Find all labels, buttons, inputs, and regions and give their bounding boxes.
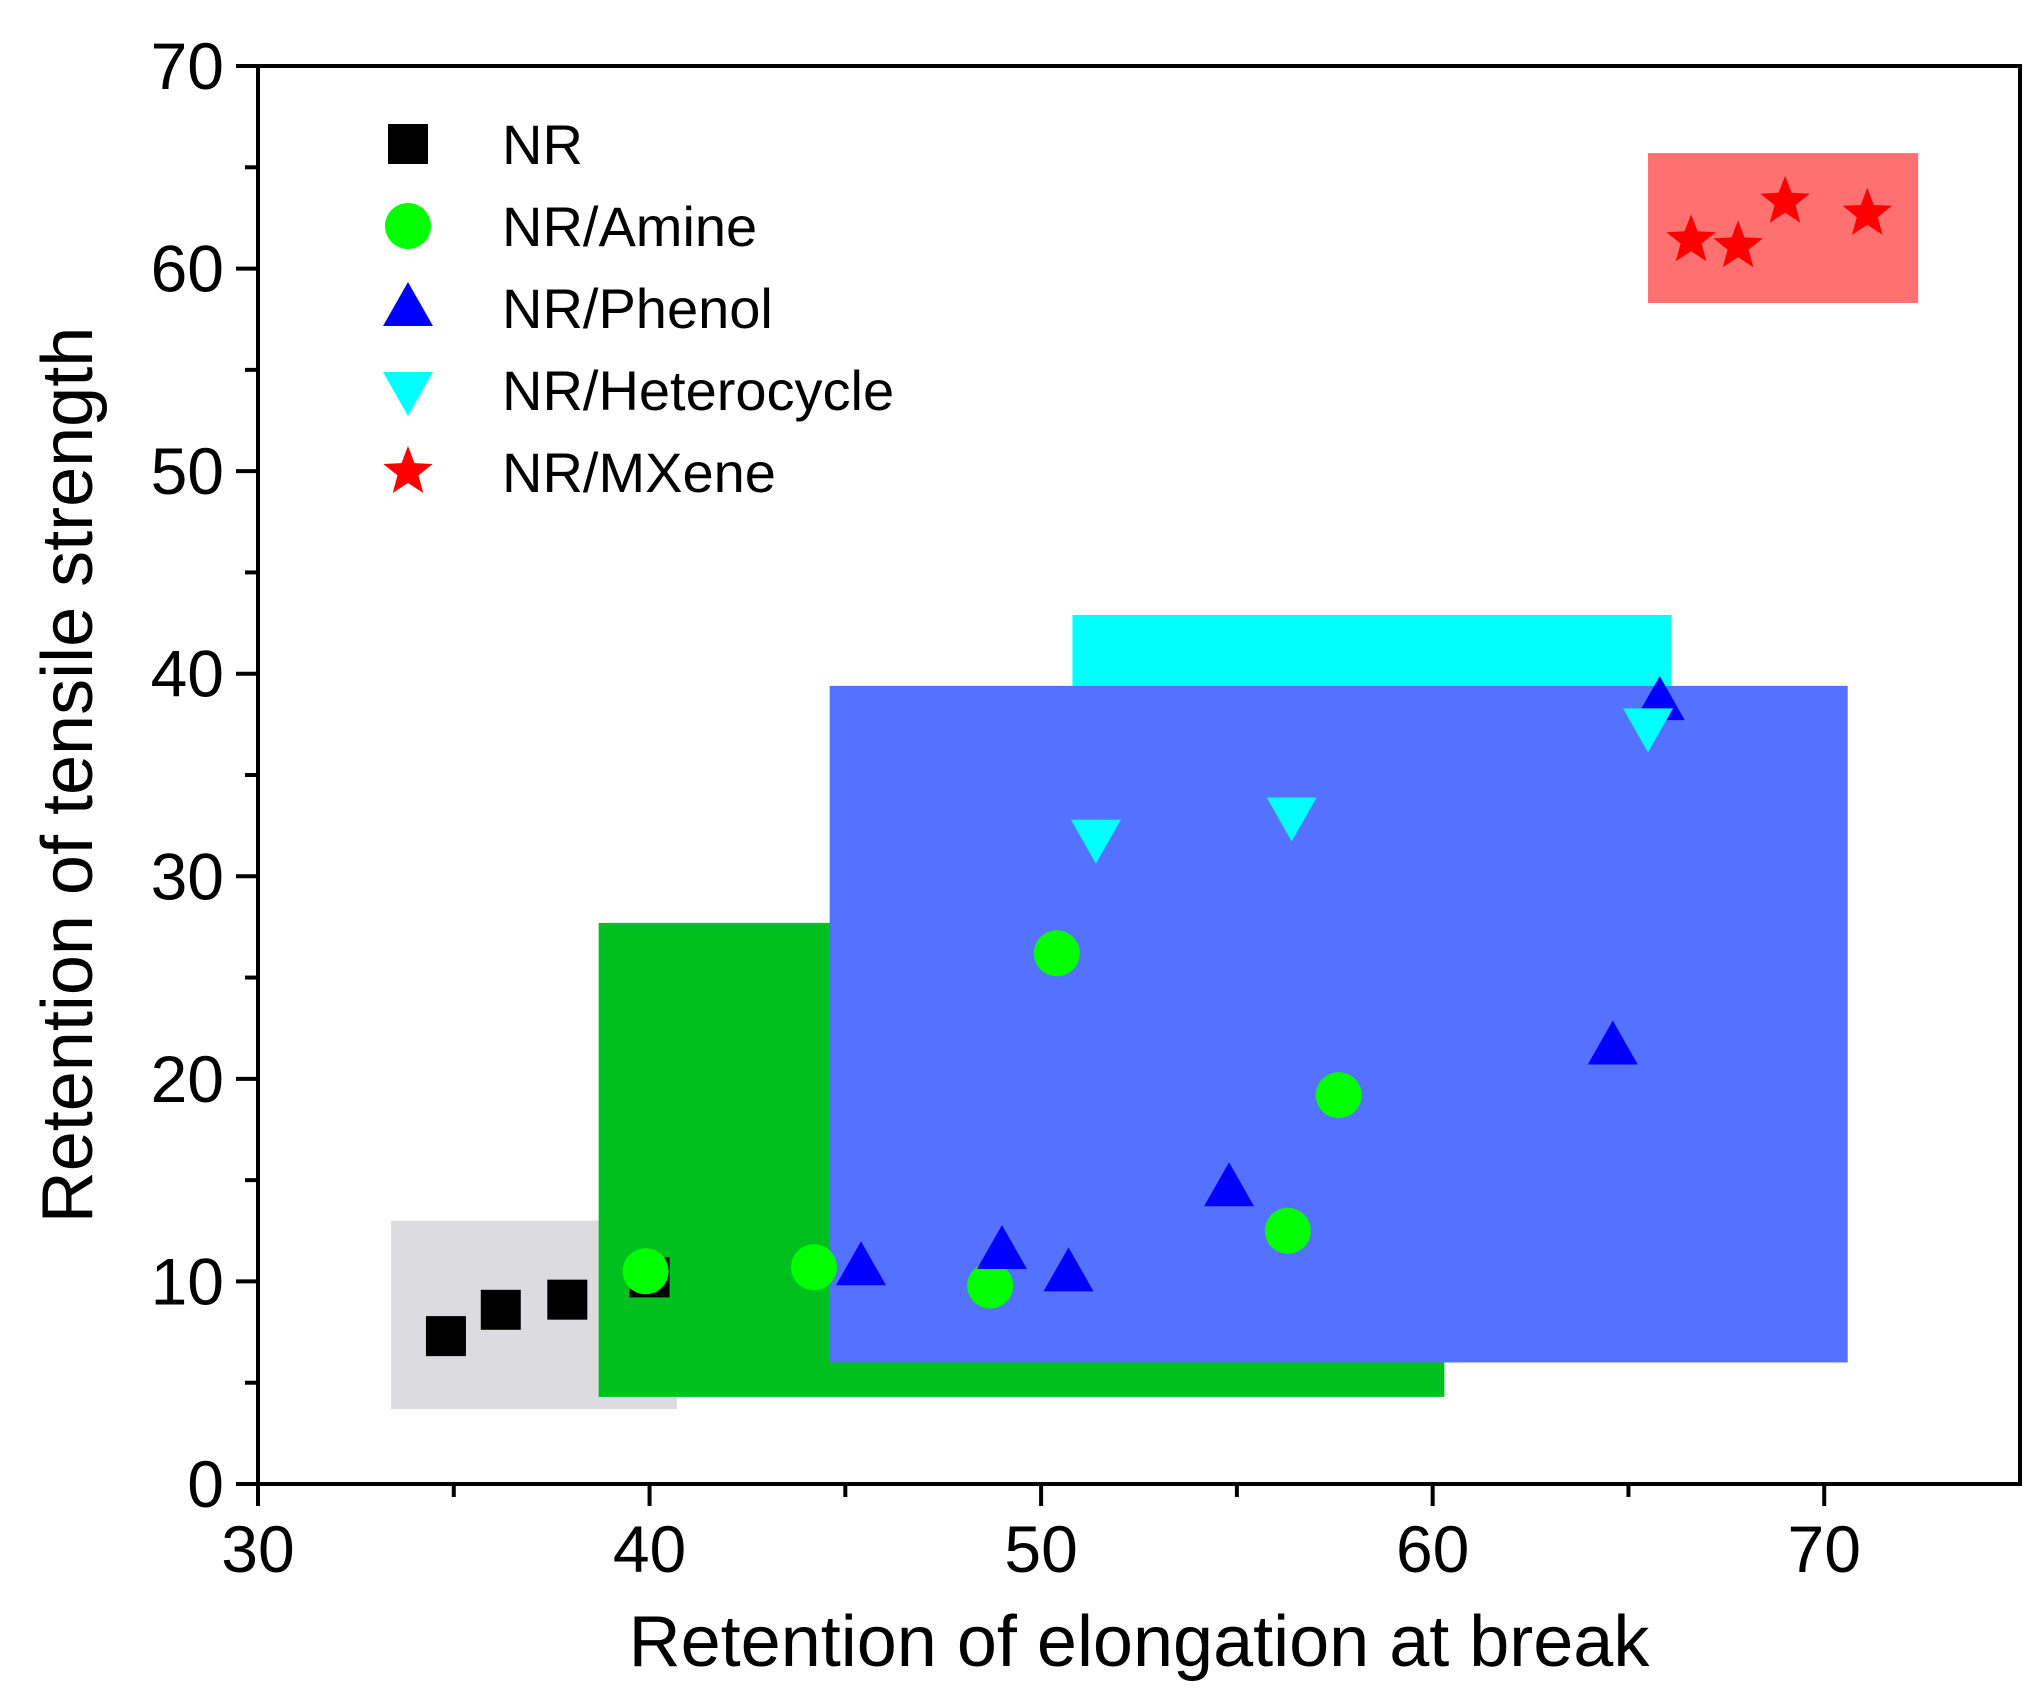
data-point-nr [425, 1316, 466, 1357]
legend-marker-nr-mxene [383, 446, 433, 493]
data-point-nr-amine [1033, 930, 1080, 977]
y-tick-label: 70 [151, 29, 224, 103]
data-point-nr-heterocycle [1266, 797, 1317, 842]
y-axis-title: Retention of tensile strength [28, 327, 108, 1224]
legend-marker-nr-phenol [383, 282, 433, 326]
data-point-nr-mxene [1713, 220, 1763, 268]
shaded-regions [391, 153, 1919, 1410]
region-nr-heterocycle [1072, 614, 1672, 686]
data-point-nr-mxene [1666, 214, 1716, 262]
data-point-nr-amine [791, 1244, 838, 1291]
data-point-nr-phenol [976, 1225, 1027, 1270]
x-tick-label: 50 [1004, 1512, 1077, 1586]
legend-marker-nr-heterocycle [383, 372, 433, 416]
data-point-nr [547, 1279, 588, 1320]
data-point-nr-mxene [1760, 175, 1810, 223]
data-point-nr-amine [967, 1262, 1014, 1309]
legend-label-nr-mxene: NR/MXene [502, 441, 776, 504]
data-point-nr-amine [1264, 1207, 1311, 1254]
x-tick-label: 70 [1788, 1512, 1861, 1586]
data-points [425, 175, 1892, 1357]
legend-marker-nr [388, 124, 428, 164]
y-tick-label: 20 [151, 1042, 224, 1116]
legend-label-nr-heterocycle: NR/Heterocycle [502, 359, 894, 422]
y-tick-label: 40 [151, 637, 224, 711]
data-point-nr-heterocycle [1070, 819, 1121, 864]
data-point-nr-mxene [1842, 187, 1892, 235]
legend-label-nr-phenol: NR/Phenol [502, 277, 773, 340]
legend-label-nr-amine: NR/Amine [502, 195, 757, 258]
legend-marker-nr-amine [385, 203, 431, 249]
y-tick-label: 60 [151, 232, 224, 306]
legend: NR NR/Amine NR/Phenol NR/Heterocycle NR/MXen… [383, 113, 894, 504]
data-point-nr-phenol [1204, 1162, 1255, 1207]
legend-label-nr: NR [502, 113, 583, 176]
y-tick-label: 30 [151, 839, 224, 913]
y-tick-label: 50 [151, 434, 224, 508]
x-tick-label: 30 [221, 1512, 294, 1586]
x-axis-title: Retention of elongation at break [629, 1602, 1651, 1682]
data-point-nr-amine [622, 1248, 669, 1295]
data-point-nr-heterocycle [1623, 708, 1674, 753]
axis-ticks: 30 40 50 60 70 0 10 20 30 40 50 60 70 [151, 29, 1861, 1586]
data-point-nr-phenol [835, 1241, 886, 1286]
y-tick-label: 10 [151, 1244, 224, 1318]
data-point-nr-phenol [1587, 1020, 1638, 1065]
x-tick-label: 40 [613, 1512, 686, 1586]
data-point-nr-phenol [1043, 1247, 1094, 1292]
data-point-nr [480, 1289, 521, 1330]
x-tick-label: 60 [1396, 1512, 1469, 1586]
y-tick-label: 0 [187, 1447, 224, 1521]
data-point-nr-amine [1315, 1072, 1362, 1119]
